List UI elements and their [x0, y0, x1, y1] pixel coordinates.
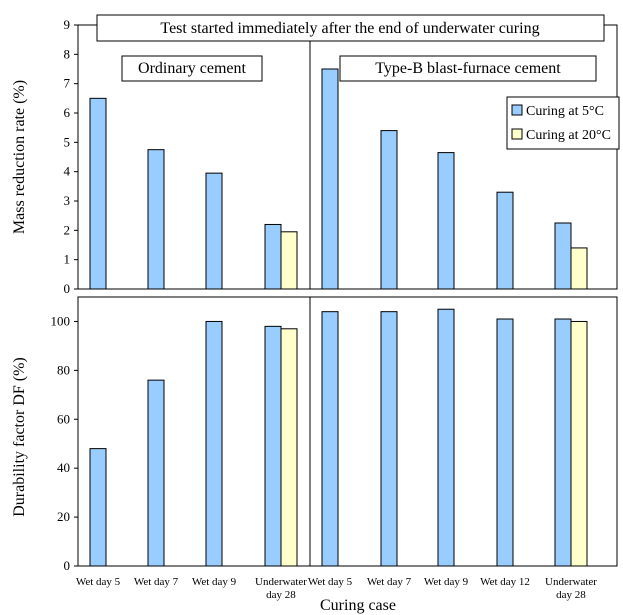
bar-5c [437, 152, 455, 290]
x-tick-label: day 28 [266, 589, 296, 601]
group-label-box-ordinary [121, 55, 263, 82]
top-y-axis-label: Mass reduction rate (%) [11, 80, 28, 234]
x-tick-label: Wet day 12 [480, 576, 530, 588]
bar-5c [89, 97, 107, 290]
bar-5c [89, 448, 107, 567]
y-tick-label: 100 [51, 313, 71, 328]
bar-20c [570, 320, 588, 567]
x-tick-label: Underwater [255, 576, 307, 588]
legend: Curing at 5°C Curing at 20°C [506, 96, 620, 150]
y-tick-label: 40 [57, 460, 70, 475]
x-tick-label: Wet day 7 [367, 576, 412, 588]
y-tick-label: 8 [64, 46, 71, 61]
bar-5c [205, 320, 223, 567]
bar-5c [147, 379, 165, 567]
x-tick-label: Wet day 5 [308, 576, 353, 588]
bottom-panel-frame [77, 296, 618, 567]
group-label-box-typeb [339, 55, 597, 82]
x-tick-label: Wet day 9 [424, 576, 469, 588]
legend-swatch-20c [511, 128, 523, 140]
bar-5c [321, 68, 339, 290]
y-tick-label: 5 [64, 134, 71, 149]
y-tick-label: 80 [57, 362, 70, 377]
x-tick-label: Wet day 5 [76, 576, 121, 588]
bar-20c [570, 247, 588, 290]
x-tick-label: Underwater [545, 576, 597, 588]
bar-5c [380, 311, 398, 567]
y-tick-label: 2 [64, 222, 71, 237]
bar-5c [380, 130, 398, 290]
y-tick-label: 4 [64, 164, 71, 179]
y-tick-label: 9 [64, 17, 71, 32]
chart-title-box [96, 14, 605, 42]
bar-5c [554, 318, 572, 567]
y-tick-label: 60 [57, 411, 70, 426]
group-label-typeb: Type-B blast-furnace cement [375, 60, 561, 77]
y-tick-label: 1 [64, 252, 71, 267]
bar-20c [280, 328, 298, 567]
bar-5c [496, 318, 514, 567]
legend-label-20c: Curing at 20°C [526, 128, 611, 143]
y-tick-label: 3 [64, 193, 71, 208]
y-tick-label: 0 [64, 281, 71, 296]
bar-5c [264, 325, 282, 567]
legend-label-5c: Curing at 5°C [526, 104, 604, 119]
bar-5c [321, 311, 339, 567]
bar-5c [554, 222, 572, 290]
y-tick-label: 6 [64, 105, 71, 120]
bar-5c [264, 223, 282, 290]
chart-title: Test started immediately after the end o… [160, 20, 539, 37]
y-tick-label: 0 [64, 558, 71, 573]
bar-5c [437, 308, 455, 567]
bar-5c [147, 149, 165, 290]
group-label-ordinary: Ordinary cement [138, 60, 247, 77]
bar-5c [496, 191, 514, 290]
legend-swatch-5c [511, 104, 523, 116]
x-tick-label: day 28 [556, 589, 586, 601]
bar-5c [205, 172, 223, 290]
y-tick-label: 20 [57, 509, 70, 524]
x-tick-label: Wet day 7 [134, 576, 179, 588]
y-tick-label: 7 [64, 76, 71, 91]
legend-box [506, 96, 620, 150]
bottom-y-axis-label: Durability factor DF (%) [11, 357, 28, 517]
bar-20c [280, 231, 298, 290]
x-axis-label: Curing case [320, 597, 396, 614]
x-tick-label: Wet day 9 [192, 576, 237, 588]
